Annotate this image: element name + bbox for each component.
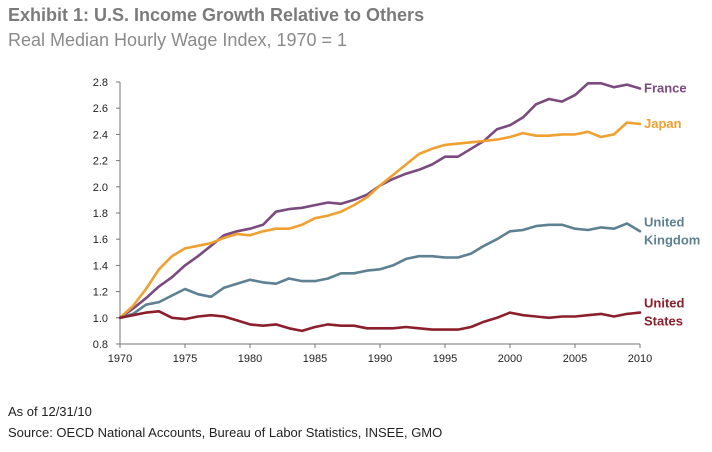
y-tick-label: 1.4 [93, 260, 108, 272]
chart-axes: 0.8 1.0 1.2 1.4 1.6 1.8 2.0 2.2 2.4 2.6 2.8 1970 197… [93, 77, 653, 365]
x-tick-label: 2005 [563, 353, 587, 365]
x-tick-label: 2010 [628, 353, 652, 365]
chart-series [118, 82, 642, 333]
y-tick-label: 1.6 [93, 234, 108, 246]
series-label-line: United [644, 296, 685, 311]
source-note: Source: OECD National Accounts, Bureau o… [8, 425, 443, 440]
y-tick-label: 2.2 [93, 156, 108, 168]
x-tick-label: 2000 [498, 353, 522, 365]
y-tick-label: 1.0 [93, 313, 108, 325]
as-of-date: As of 12/31/10 [8, 404, 92, 419]
series-labels: France Japan United Kingdom United States [644, 81, 700, 329]
series-label-united-states: United States [644, 296, 685, 329]
x-tick-label: 1990 [368, 353, 392, 365]
series-label-line: Kingdom [644, 232, 700, 247]
series-label-line: States [644, 314, 683, 329]
series-label-line: Japan [644, 116, 682, 131]
series-line-france [118, 82, 642, 320]
y-tick-label: 1.8 [93, 208, 108, 220]
chart-subtitle: Real Median Hourly Wage Index, 1970 = 1 [8, 30, 348, 50]
x-tick-label: 1980 [238, 353, 262, 365]
y-tick-label: 1.2 [93, 287, 108, 299]
x-tick-label: 1970 [108, 353, 132, 365]
series-label-united-kingdom: United Kingdom [644, 214, 700, 247]
series-label-japan: Japan [644, 116, 682, 131]
series-line-united-kingdom [118, 222, 642, 320]
y-tick-label: 0.8 [93, 339, 108, 351]
series-line-united-states [118, 309, 642, 333]
x-tick-label: 1985 [303, 353, 327, 365]
chart-title: Exhibit 1: U.S. Income Growth Relative t… [8, 5, 425, 25]
series-label-line: France [644, 81, 687, 96]
y-tick-label: 2.6 [93, 103, 108, 115]
series-line-japan [118, 121, 642, 320]
y-tick-label: 2.4 [93, 129, 108, 141]
y-tick-label: 2.0 [93, 182, 108, 194]
x-tick-label: 1995 [433, 353, 457, 365]
x-tick-label: 1975 [173, 353, 197, 365]
y-tick-label: 2.8 [93, 77, 108, 89]
series-label-line: United [644, 214, 685, 229]
series-label-france: France [644, 81, 687, 96]
